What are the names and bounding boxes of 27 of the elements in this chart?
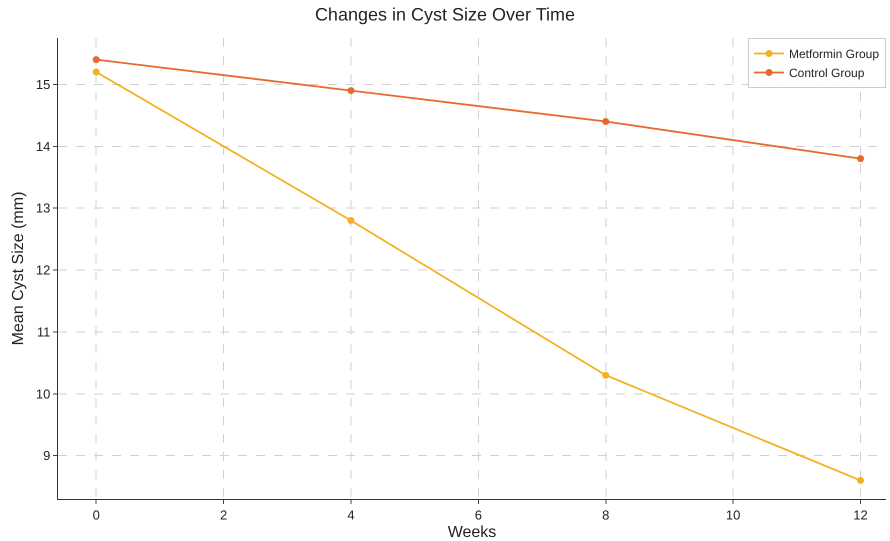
y-tick-label: 10 bbox=[36, 386, 50, 402]
legend-label: Metformin Group bbox=[789, 47, 880, 62]
x-tick-label: 4 bbox=[347, 508, 355, 523]
x-tick-label: 6 bbox=[474, 508, 482, 523]
x-tick-label: 8 bbox=[602, 508, 610, 523]
x-tick-label: 0 bbox=[92, 508, 100, 523]
y-tick-label: 11 bbox=[36, 324, 50, 340]
y-tick-label: 15 bbox=[36, 76, 50, 92]
x-tick-label: 10 bbox=[726, 508, 740, 523]
x-tick-label: 2 bbox=[220, 508, 228, 523]
point bbox=[857, 155, 864, 162]
point bbox=[347, 217, 354, 224]
y-axis-title: Mean Cyst Size (mm) bbox=[10, 192, 27, 346]
point bbox=[92, 56, 100, 64]
point bbox=[92, 68, 100, 76]
y-tick-label: 9 bbox=[43, 448, 50, 464]
x-tick-label: 12 bbox=[853, 508, 868, 523]
point bbox=[347, 87, 354, 94]
point bbox=[857, 476, 864, 484]
chart-title: Changes in Cyst Size Over Time bbox=[314, 4, 576, 25]
y-tick-label: 13 bbox=[36, 200, 50, 216]
y-tick-label: 14 bbox=[36, 138, 50, 154]
y-tick-label: 12 bbox=[36, 262, 50, 278]
legend-label: Control Group bbox=[789, 66, 865, 80]
x-axis-title: Weeks bbox=[448, 524, 496, 541]
point bbox=[602, 372, 610, 379]
point bbox=[602, 118, 610, 126]
